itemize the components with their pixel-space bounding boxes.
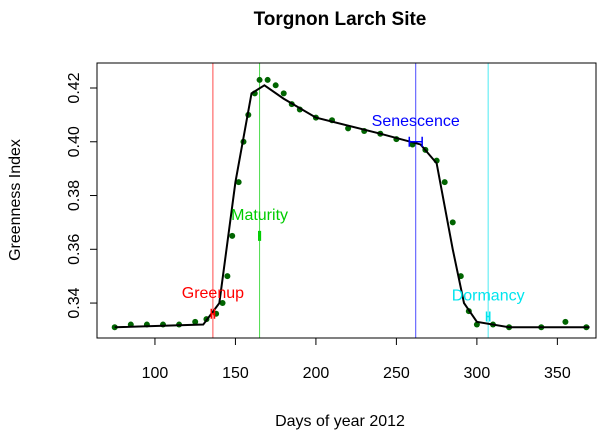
- y-tick-label: 0.36: [66, 234, 83, 265]
- plot-frame: [96, 62, 597, 339]
- transition-error-bar: [485, 311, 491, 322]
- transition-label: Senescence: [372, 113, 460, 130]
- transition-label: Greenup: [182, 285, 244, 302]
- observed-point: [219, 300, 226, 307]
- x-axis-label: Days of year 2012: [275, 413, 405, 430]
- observed-point: [562, 318, 569, 325]
- x-tick-label: 350: [544, 365, 571, 382]
- y-tick-label: 0.38: [66, 180, 83, 211]
- x-tick-label: 200: [303, 365, 330, 382]
- observed-point: [280, 90, 287, 97]
- observed-point: [229, 232, 236, 239]
- y-tick-label: 0.40: [66, 126, 83, 157]
- chart-title: Torgnon Larch Site: [254, 9, 427, 30]
- transition-error-bar: [210, 308, 216, 319]
- observed-point: [449, 219, 456, 226]
- x-tick-label: 250: [383, 365, 410, 382]
- transition-error-bar: [258, 230, 262, 241]
- observed-point: [256, 76, 263, 83]
- transition-label: Dormancy: [452, 288, 525, 305]
- observed-point: [264, 76, 271, 83]
- x-tick-label: 150: [222, 365, 249, 382]
- x-tick-label: 100: [142, 365, 169, 382]
- y-tick-label: 0.42: [66, 72, 83, 103]
- y-axis-label: Greenness Index: [7, 139, 24, 261]
- transition-error-bar: [408, 136, 423, 147]
- fit-line: [114, 84, 590, 329]
- transition-label: Maturity: [231, 207, 288, 224]
- observed-point: [224, 273, 231, 280]
- observed-point: [441, 179, 448, 186]
- x-tick-label: 300: [464, 365, 491, 382]
- observed-point: [235, 179, 242, 186]
- y-tick-label: 0.34: [66, 287, 83, 318]
- observed-point: [192, 318, 199, 325]
- observed-point: [272, 82, 279, 89]
